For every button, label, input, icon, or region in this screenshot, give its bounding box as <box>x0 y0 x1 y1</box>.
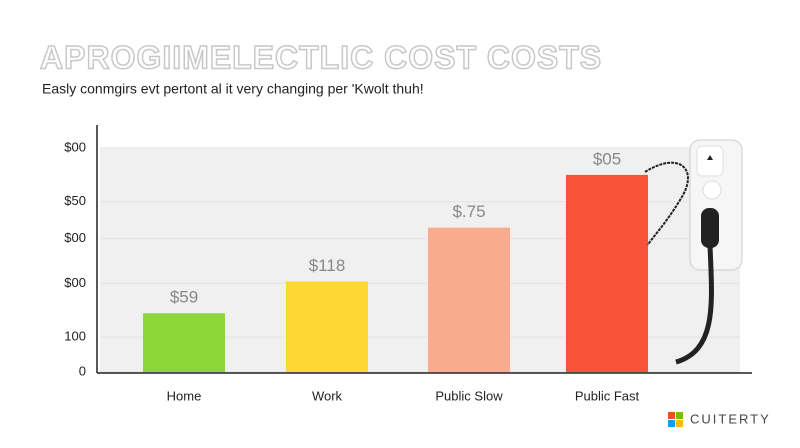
x-tick-label: Home <box>167 388 202 403</box>
bar <box>143 313 225 372</box>
logo-text: CUITERTY <box>690 411 771 426</box>
marks <box>143 174 648 372</box>
data-label: $05 <box>593 149 621 168</box>
y-tick-label: $00 <box>64 275 86 290</box>
charger-icon <box>644 139 743 365</box>
bar <box>428 227 510 372</box>
x-tick-label: Public Slow <box>435 388 503 403</box>
y-tick-label: 100 <box>64 329 86 344</box>
y-tick-label: $00 <box>64 139 86 154</box>
bar <box>286 281 368 372</box>
x-tick-label: Public Fast <box>575 388 640 403</box>
y-tick-label: $00 <box>64 230 86 245</box>
y-tick-label: $50 <box>64 193 86 208</box>
bar <box>566 174 648 372</box>
y-tick-label: 0 <box>79 363 86 378</box>
x-tick-label: Work <box>312 388 343 403</box>
logo: CUITERTY <box>668 411 771 427</box>
chart-subtitle: Easly conmgirs evt pertont al it very ch… <box>42 81 424 97</box>
data-label: $59 <box>170 288 198 307</box>
chart-title: APROGIIMELECTLIC COST COSTS <box>40 39 602 75</box>
data-label: $118 <box>309 256 346 275</box>
data-label: $.75 <box>452 202 485 221</box>
